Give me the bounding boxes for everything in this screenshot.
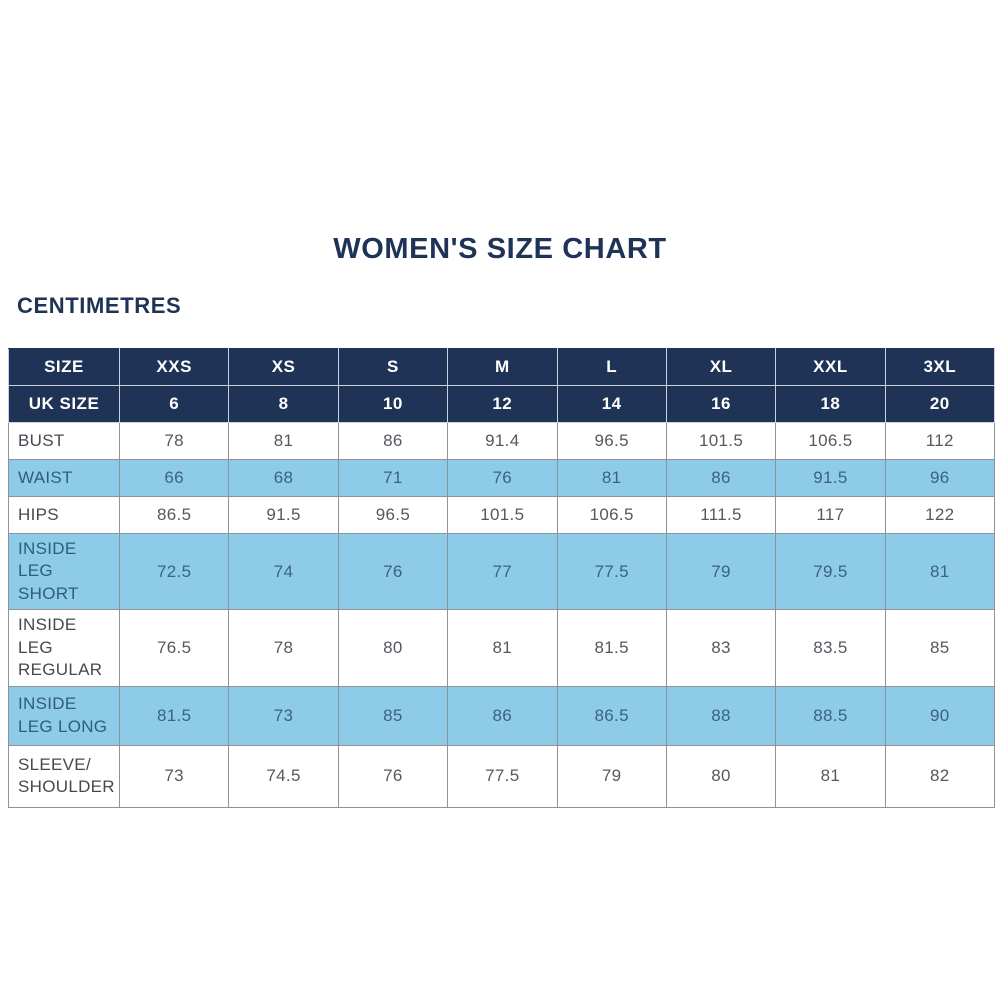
measurement-cell: 91.4: [447, 422, 558, 460]
size-chart: SIZE XXS XS S M L XL XXL 3XL UK SIZE 6 8 10 12 14 16…: [8, 348, 996, 808]
row-label: INSIDE LEG LONG: [8, 685, 120, 746]
measurement-cell: 91.5: [228, 496, 339, 534]
uk-size-value: 20: [884, 385, 996, 423]
measurement-cell: 81: [447, 609, 558, 687]
measurement-cell: 96.5: [337, 496, 449, 534]
size-column-header: XXS: [118, 348, 230, 386]
measurement-cell: 112: [884, 422, 996, 460]
measurement-cell: 73: [228, 685, 339, 746]
measurement-cell: 76: [337, 744, 449, 808]
table-row: HIPS 86.5 91.5 96.5 101.5 106.5 111.5 117 122: [8, 496, 996, 534]
measurement-cell: 81: [775, 744, 886, 808]
size-column-header: XXL: [775, 348, 886, 386]
measurement-cell: 96.5: [556, 422, 667, 460]
table-row: SLEEVE/ SHOULDER 73 74.5 76 77.5 79 80 81 82: [8, 744, 996, 808]
size-column-header: XL: [665, 348, 777, 386]
size-column-header: M: [447, 348, 558, 386]
measurement-cell: 81: [556, 459, 667, 497]
measurement-cell: 106.5: [775, 422, 886, 460]
measurement-cell: 101.5: [665, 422, 777, 460]
row-label: WAIST: [8, 459, 120, 497]
measurement-cell: 85: [884, 609, 996, 687]
measurement-cell: 111.5: [665, 496, 777, 534]
row-label: HIPS: [8, 496, 120, 534]
measurement-cell: 81.5: [556, 609, 667, 687]
measurement-cell: 79.5: [775, 532, 886, 611]
measurement-cell: 80: [665, 744, 777, 808]
measurement-cell: 96: [884, 459, 996, 497]
uk-size-row: UK SIZE 6 8 10 12 14 16 18 20: [8, 385, 996, 423]
measurement-cell: 81.5: [118, 685, 230, 746]
measurement-cell: 68: [228, 459, 339, 497]
uk-size-value: 10: [337, 385, 449, 423]
measurement-cell: 76: [337, 532, 449, 611]
uk-size-value: 16: [665, 385, 777, 423]
size-column-header: XS: [228, 348, 339, 386]
row-label: INSIDE LEG REGULAR: [8, 609, 120, 687]
measurement-cell: 86.5: [118, 496, 230, 534]
uk-size-label: UK SIZE: [8, 385, 120, 423]
measurement-cell: 117: [775, 496, 886, 534]
table-row: INSIDE LEG REGULAR 76.5 78 80 81 81.5 83 83.5 85: [8, 609, 996, 687]
measurement-cell: 101.5: [447, 496, 558, 534]
measurement-cell: 76.5: [118, 609, 230, 687]
measurement-cell: 82: [884, 744, 996, 808]
size-header-row: SIZE XXS XS S M L XL XXL 3XL: [8, 348, 996, 386]
measurement-cell: 85: [337, 685, 449, 746]
measurement-cell: 86: [337, 422, 449, 460]
table-row: INSIDE LEG SHORT 72.5 74 76 77 77.5 79 79.5 81: [8, 532, 996, 611]
measurement-cell: 86: [447, 685, 558, 746]
measurement-cell: 78: [228, 609, 339, 687]
measurement-cell: 72.5: [118, 532, 230, 611]
measurement-cell: 122: [884, 496, 996, 534]
uk-size-value: 8: [228, 385, 339, 423]
table-row: INSIDE LEG LONG 81.5 73 85 86 86.5 88 88.5 90: [8, 685, 996, 746]
row-label: BUST: [8, 422, 120, 460]
uk-size-value: 6: [118, 385, 230, 423]
table-row: BUST 78 81 86 91.4 96.5 101.5 106.5 112: [8, 422, 996, 460]
measurement-cell: 91.5: [775, 459, 886, 497]
size-chart-table: SIZE XXS XS S M L XL XXL 3XL UK SIZE 6 8 10 12 14 16…: [8, 348, 996, 808]
row-label: INSIDE LEG SHORT: [8, 532, 120, 611]
measurement-cell: 83.5: [775, 609, 886, 687]
measurement-cell: 106.5: [556, 496, 667, 534]
measurement-cell: 88.5: [775, 685, 886, 746]
measurement-cell: 77.5: [447, 744, 558, 808]
measurement-cell: 71: [337, 459, 449, 497]
measurement-cell: 79: [665, 532, 777, 611]
uk-size-value: 18: [775, 385, 886, 423]
measurement-cell: 88: [665, 685, 777, 746]
measurement-cell: 78: [118, 422, 230, 460]
measurement-rows: BUST 78 81 86 91.4 96.5 101.5 106.5 112 WAIST 66 68…: [8, 422, 996, 808]
measurement-cell: 86: [665, 459, 777, 497]
measurement-cell: 74: [228, 532, 339, 611]
measurement-cell: 80: [337, 609, 449, 687]
size-column-header: 3XL: [884, 348, 996, 386]
uk-size-value: 14: [556, 385, 667, 423]
measurement-cell: 74.5: [228, 744, 339, 808]
row-label: SLEEVE/ SHOULDER: [8, 744, 120, 808]
measurement-cell: 90: [884, 685, 996, 746]
unit-label: CENTIMETRES: [17, 293, 182, 318]
measurement-cell: 79: [556, 744, 667, 808]
table-header: SIZE XXS XS S M L XL XXL 3XL UK SIZE 6 8 10 12 14 16…: [8, 348, 996, 423]
size-column-header: S: [337, 348, 449, 386]
measurement-cell: 73: [118, 744, 230, 808]
size-column-header: L: [556, 348, 667, 386]
size-header-label: SIZE: [8, 348, 120, 386]
measurement-cell: 86.5: [556, 685, 667, 746]
page-title: WOMEN'S SIZE CHART: [333, 233, 667, 265]
measurement-cell: 76: [447, 459, 558, 497]
measurement-cell: 81: [228, 422, 339, 460]
measurement-cell: 77: [447, 532, 558, 611]
table-row: WAIST 66 68 71 76 81 86 91.5 96: [8, 459, 996, 497]
measurement-cell: 81: [884, 532, 996, 611]
measurement-cell: 83: [665, 609, 777, 687]
measurement-cell: 66: [118, 459, 230, 497]
uk-size-value: 12: [447, 385, 558, 423]
measurement-cell: 77.5: [556, 532, 667, 611]
